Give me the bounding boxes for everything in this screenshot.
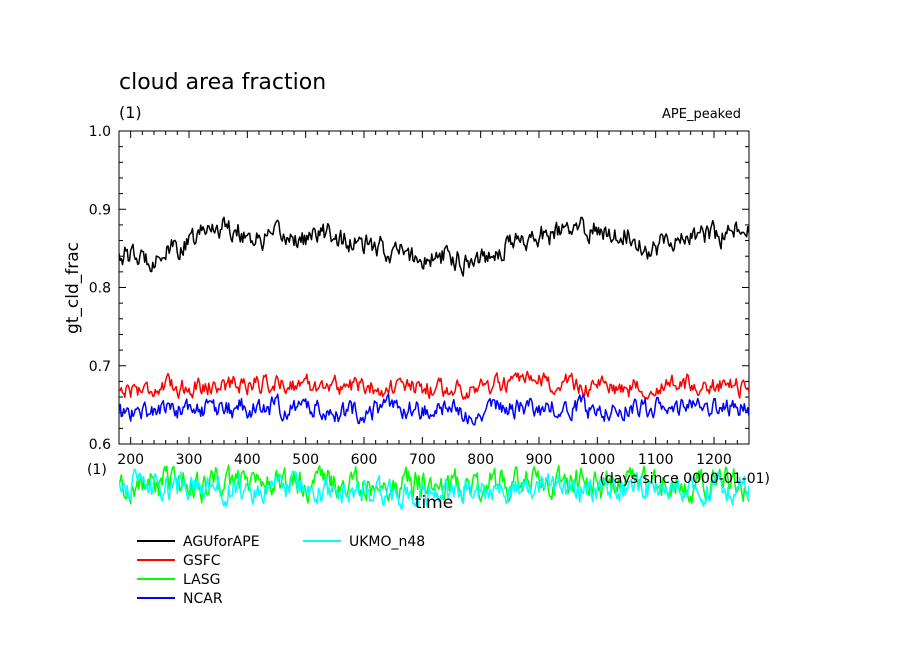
plot-frame [118,130,750,445]
legend-label: UKMO_n48 [349,534,425,550]
legend-label: GSFC [183,553,221,569]
y-tick-label: 1.0 [89,124,111,140]
legend-label: NCAR [183,591,223,607]
x-tick-label: 900 [526,452,553,468]
series-line-gsfc [119,370,749,400]
y-tick-label: 0.9 [89,202,111,218]
y-tick-label: 0.6 [89,437,111,453]
run-label: APE_peaked [662,107,741,122]
x-axis-note: (1) [87,462,107,478]
series-layer [119,216,749,510]
x-tick-label: 1000 [580,452,616,468]
x-tick-label: 500 [292,452,319,468]
x-tick-label: 700 [409,452,436,468]
x-axis-right-note: (days since 0000-01-01) [599,471,770,487]
legend-label: AGUforAPE [183,534,260,550]
series-line-aguforape [119,216,749,277]
x-tick-label: 800 [467,452,494,468]
x-tick-label: 200 [117,452,144,468]
x-axis: 200 300 400 500 600 700 800 900 1000 1100 1200 [117,131,750,468]
y-tick-label: 0.7 [89,359,111,375]
y-axis-label: gt_cld_frac [63,242,83,334]
x-tick-label: 600 [351,452,378,468]
series-line-ncar [119,393,749,426]
legend: AGUforAPE GSFC LASG NCAR UKMO_n48 [137,534,425,607]
x-tick-label: 300 [176,452,203,468]
chart-title: cloud area fraction [119,70,326,95]
x-axis-label: time [415,493,453,513]
y-axis: 0.6 0.7 0.8 0.9 1.0 [89,124,749,453]
series-line-ukmo-n48 [119,468,749,510]
x-tick-label: 400 [234,452,261,468]
series-line-lasg [119,464,749,505]
y-tick-label: 0.8 [89,281,111,297]
legend-label: LASG [183,572,220,588]
units-label: (1) [119,103,142,122]
x-tick-label: 1200 [696,452,732,468]
x-tick-label: 1100 [638,452,674,468]
